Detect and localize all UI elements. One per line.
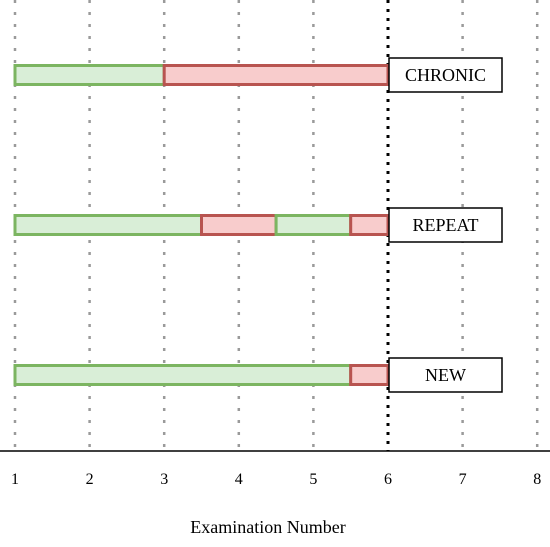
segment-repeat-3 [274,214,353,236]
x-axis-title: Examination Number [190,517,345,537]
label-text: NEW [425,365,466,385]
x-tick-labels: 1 2 3 4 5 6 7 8 [11,471,541,488]
x-tick-1: 1 [11,471,19,488]
row-label-chronic: CHRONIC [388,57,503,93]
segment-chronic-1 [13,64,166,86]
row-chronic [13,64,390,86]
row-repeat [13,214,390,236]
label-text: CHRONIC [405,65,486,85]
x-tick-2: 2 [86,471,94,488]
row-labels: CHRONIC REPEAT NEW [388,57,503,393]
x-tick-7: 7 [459,471,467,488]
segment-repeat-2 [200,214,278,236]
x-tick-6: 6 [384,471,392,488]
x-tick-5: 5 [309,471,317,488]
segment-new-1 [13,364,353,386]
segment-repeat-1 [13,214,203,236]
label-box [388,357,503,393]
x-tick-8: 8 [533,471,541,488]
row-label-repeat: REPEAT [388,207,503,243]
segment-chronic-2 [162,64,390,86]
row-new [13,364,390,386]
x-tick-4: 4 [235,471,243,488]
row-label-new: NEW [388,357,503,393]
bar-rows [13,64,390,386]
segment-new-2 [349,364,390,386]
label-box [388,57,503,93]
label-text: REPEAT [412,215,478,235]
segment-repeat-4 [349,214,390,236]
x-tick-3: 3 [160,471,168,488]
label-box [388,207,503,243]
